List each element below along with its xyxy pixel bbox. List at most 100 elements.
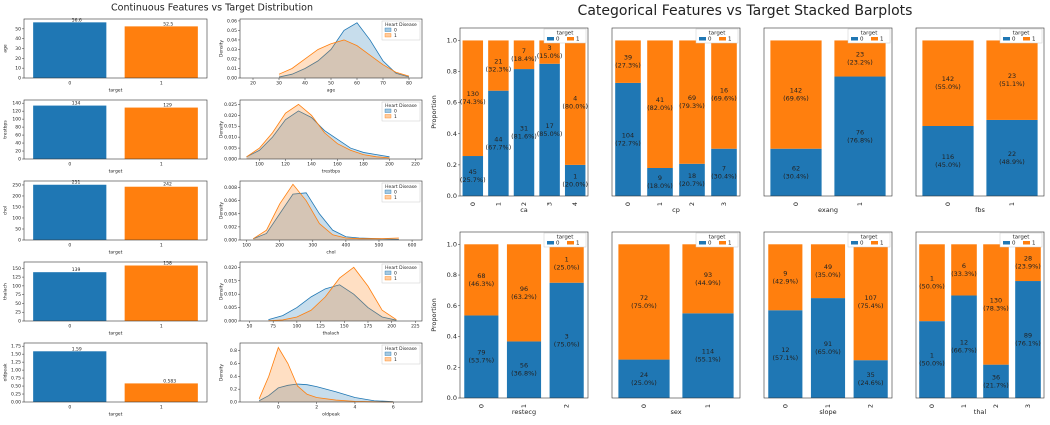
stacked-bar — [919, 244, 945, 322]
stacked-bar — [564, 164, 586, 196]
legend-swatch — [851, 37, 858, 41]
y-axis-label: Proportion — [430, 298, 438, 332]
stacked-bar — [1015, 281, 1041, 398]
y-tick-label: 140 — [12, 101, 21, 107]
y-tick-label: 0.8 — [230, 348, 237, 354]
stacked-bar — [615, 82, 641, 196]
bar — [33, 272, 107, 321]
value-label: (75.0%) — [554, 340, 580, 348]
x-tick-label: 1 — [824, 404, 832, 408]
x-tick-label: 60 — [354, 81, 360, 87]
x-tick-label: 0 — [781, 404, 789, 408]
x-tick-label: 600 — [408, 243, 417, 249]
x-tick-label: 1 — [960, 404, 968, 408]
stacked-bar — [983, 244, 1009, 365]
legend-label: 0 — [708, 241, 712, 247]
value-label: 56.6 — [72, 17, 82, 23]
count-label: 130 — [467, 90, 479, 98]
count-label: 23 — [856, 50, 864, 58]
stacked-bar — [539, 63, 560, 197]
y-tick-label: 1.50 — [11, 352, 21, 358]
y-axis-label: thalach — [3, 283, 9, 300]
legend-swatch — [1003, 37, 1010, 41]
value-label: 158 — [163, 261, 172, 267]
stacked-bar — [711, 148, 737, 196]
y-tick-label: 20 — [15, 149, 21, 155]
y-tick-label: 0.010 — [224, 135, 237, 141]
y-tick-label: 0 — [18, 76, 21, 82]
value-label: (50.0%) — [919, 360, 945, 368]
x-tick-label: 100 — [255, 162, 264, 168]
stacked-bar — [647, 40, 673, 168]
stacked-bar — [682, 313, 734, 398]
legend-title: target — [709, 235, 727, 241]
y-axis-label: age — [4, 44, 9, 53]
x-tick-label: 0 — [68, 162, 71, 168]
legend-label: 0 — [556, 241, 560, 247]
value-label: 134 — [72, 101, 81, 107]
x-axis-label: fbs — [975, 206, 985, 214]
value-label: (57.1%) — [772, 354, 798, 362]
value-label: (69.6%) — [783, 95, 809, 103]
count-label: 1 — [573, 172, 577, 180]
y-tick-label: 50 — [15, 226, 21, 232]
x-tick-label: 2 — [520, 202, 528, 206]
axes-frame — [23, 261, 208, 322]
count-label: 72 — [640, 294, 648, 302]
x-tick-label: 0 — [68, 405, 71, 411]
x-tick-label: 500 — [375, 243, 384, 249]
stacked-bar — [506, 341, 542, 398]
kde-fill — [253, 192, 399, 240]
y-tick-label: 0.06 — [227, 18, 237, 24]
y-tick-label: 0.25 — [11, 392, 21, 398]
x-tick-label: 140 — [307, 162, 316, 168]
value-label: 251 — [72, 180, 81, 186]
x-tick-label: 50 — [328, 81, 334, 87]
y-tick-label: 0.020 — [224, 113, 237, 119]
x-tick-label: 200 — [387, 324, 396, 330]
x-tick-label: 0 — [624, 202, 632, 206]
axes-frame — [239, 180, 423, 241]
count-label: 93 — [704, 271, 712, 279]
y-tick-label: 0.004 — [224, 211, 237, 217]
legend-label: 1 — [880, 37, 884, 43]
y-tick-label: 40 — [15, 36, 21, 42]
value-label: (46.3%) — [468, 280, 494, 288]
legend-swatch — [384, 270, 392, 275]
legend-title: Heart Disease — [385, 184, 417, 190]
axes-frame — [763, 27, 893, 197]
x-tick-label: 200 — [275, 243, 284, 249]
value-label: (80.0%) — [562, 103, 588, 111]
y-tick-label: 0.50 — [11, 384, 21, 390]
stacked-bar — [618, 244, 670, 360]
y-tick-label: 0.020 — [224, 265, 237, 271]
value-label: (23.9%) — [1015, 263, 1041, 271]
count-label: 36 — [992, 373, 1000, 381]
y-tick-label: 0.05 — [227, 28, 237, 34]
kde-line — [253, 183, 399, 240]
stacked-bar — [951, 244, 977, 296]
legend-swatch — [384, 195, 392, 200]
stacked-bar — [506, 244, 542, 342]
stacked-bar — [549, 244, 584, 283]
legend-label: 0 — [1012, 37, 1016, 43]
legend-box — [543, 28, 587, 44]
x-tick-label: 0 — [944, 202, 952, 206]
x-tick-label: 200 — [385, 162, 394, 168]
x-tick-label: 6 — [392, 405, 395, 411]
value-label: (69.6%) — [711, 95, 737, 103]
legend-title: Heart Disease — [385, 103, 417, 109]
x-tick-label: 220 — [411, 162, 420, 168]
x-tick-label: 1 — [656, 202, 664, 206]
count-label: 12 — [960, 339, 968, 347]
count-label: 44 — [494, 135, 502, 143]
count-label: 7 — [522, 47, 526, 55]
x-tick-label: 1 — [494, 202, 502, 206]
legend-label: 1 — [394, 114, 397, 120]
bar — [33, 351, 107, 402]
value-label: (76.8%) — [847, 136, 873, 144]
y-tick-label: 125 — [12, 275, 21, 281]
value-label: (50.0%) — [919, 283, 945, 291]
legend-title: target — [1013, 235, 1031, 241]
